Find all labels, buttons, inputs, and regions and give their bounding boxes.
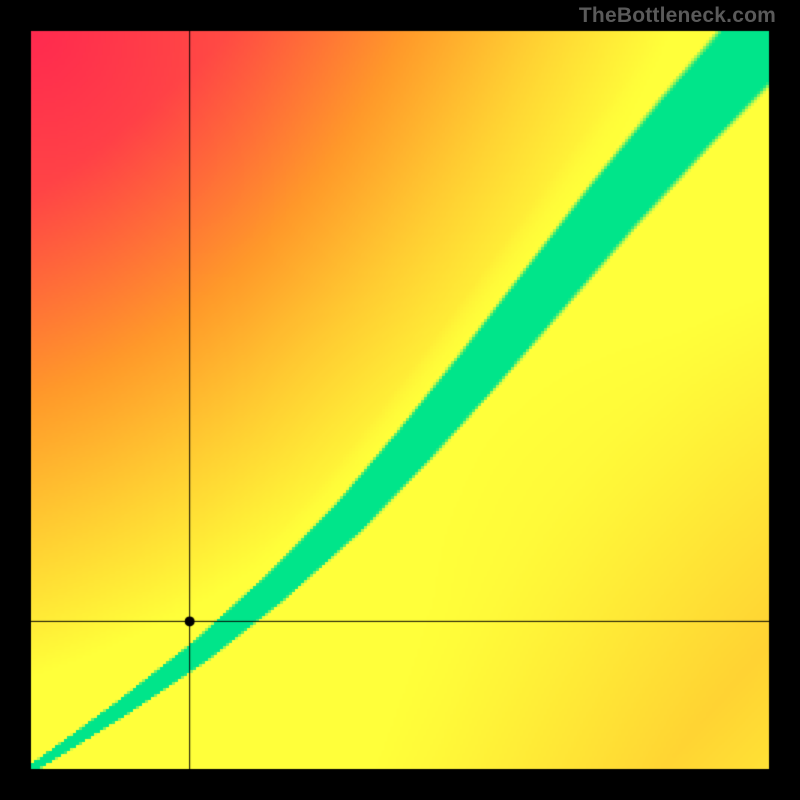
chart-container: TheBottleneck.com [0,0,800,800]
bottleneck-heatmap [0,0,800,800]
watermark-text: TheBottleneck.com [579,4,776,28]
